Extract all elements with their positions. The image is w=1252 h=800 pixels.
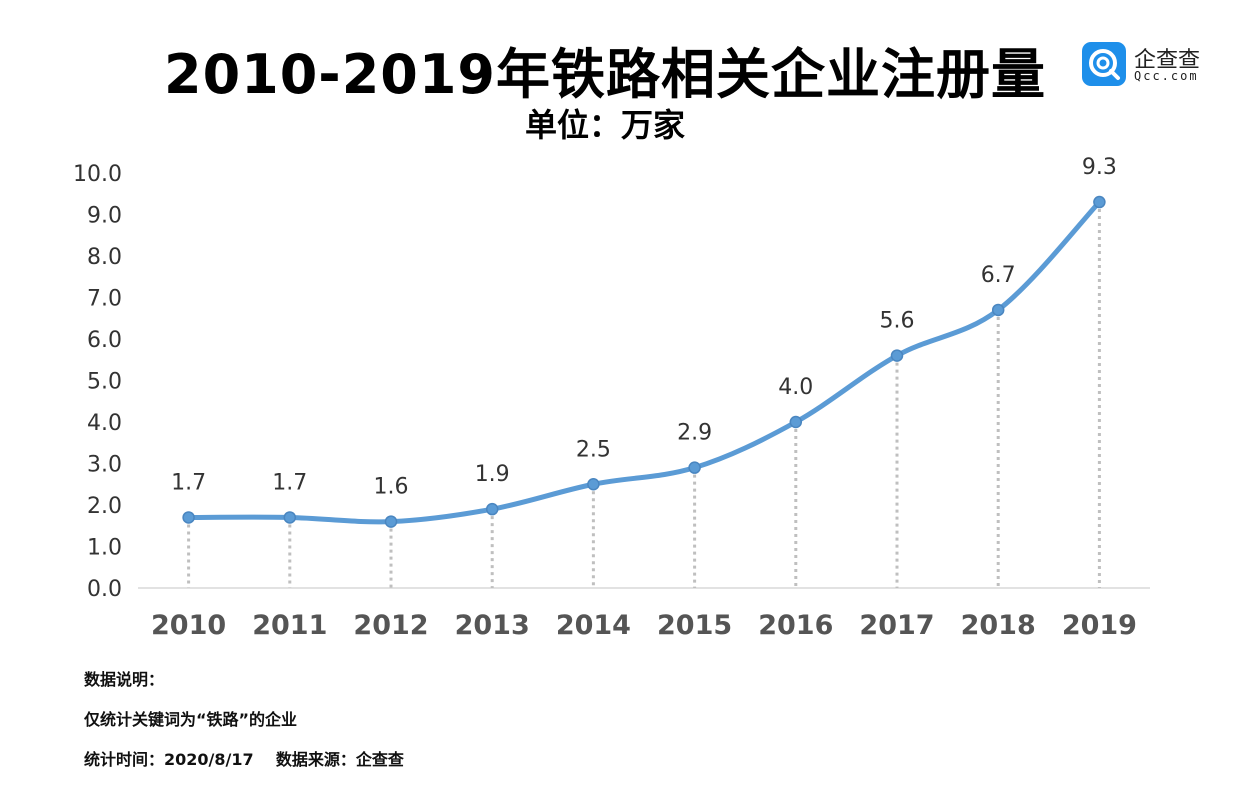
- notes-scope: 仅统计关键词为“铁路”的企业: [84, 710, 298, 729]
- data-point: [283, 511, 297, 524]
- y-tick-label: 9.0: [87, 204, 122, 229]
- data-label: 6.7: [981, 263, 1016, 288]
- x-tick-label: 2015: [657, 610, 732, 641]
- data-point: [587, 478, 600, 491]
- y-tick-label: 8.0: [87, 245, 122, 270]
- brand-logo: 企查查 Qcc.com: [1082, 42, 1222, 88]
- drop-lines: [187, 202, 1101, 588]
- chart-subtitle: 单位：万家: [524, 106, 685, 144]
- series-line-group: [186, 199, 1102, 525]
- data-label: 1.6: [374, 475, 409, 500]
- data-point: [485, 502, 499, 516]
- data-labels: 1.7 1.7 1.6 1.9 2.5 2.9 4.0 5.6 6.7 9.3: [171, 155, 1117, 500]
- x-axis: 2010 2011 2012 2013 2014 2015 2016 2017 2018 2019: [138, 587, 1150, 641]
- x-tick-label: 2014: [556, 610, 631, 641]
- data-point: [789, 415, 803, 429]
- data-label: 1.7: [171, 470, 206, 495]
- data-label: 4.0: [778, 375, 813, 400]
- x-tick-label: 2016: [758, 610, 833, 641]
- y-tick-label: 5.0: [87, 370, 122, 395]
- y-tick-label: 10.0: [73, 162, 122, 187]
- data-point: [1093, 195, 1106, 209]
- x-tick-label: 2010: [151, 610, 226, 641]
- data-point: [182, 511, 195, 524]
- data-notes: 数据说明： 仅统计关键词为“铁路”的企业 统计时间：2020/8/17 数据来源…: [84, 668, 404, 788]
- x-tick-label: 2013: [455, 610, 530, 641]
- data-point: [384, 515, 398, 528]
- data-label: 1.9: [475, 462, 510, 487]
- notes-footer: 统计时间：2020/8/17 数据来源：企查查: [84, 750, 404, 769]
- x-tick-label: 2018: [961, 610, 1036, 641]
- logo-name: 企查查: [1134, 48, 1201, 73]
- x-tick-label: 2012: [353, 610, 428, 641]
- data-point: [890, 349, 904, 362]
- chart-title: 2010-2019年铁路相关企业注册量: [164, 43, 1046, 106]
- qcc-logo-icon: [1082, 42, 1126, 86]
- data-label: 2.5: [576, 437, 611, 462]
- y-tick-label: 3.0: [87, 453, 122, 478]
- data-label: 5.6: [880, 309, 915, 334]
- data-point: [991, 303, 1005, 317]
- y-tick-label: 7.0: [87, 287, 122, 312]
- x-tick-label: 2017: [859, 610, 934, 641]
- data-point: [688, 461, 701, 474]
- data-label: 2.9: [677, 421, 712, 446]
- data-label: 9.3: [1082, 155, 1117, 180]
- logo-domain: Qcc.com: [1134, 69, 1199, 83]
- y-tick-label: 6.0: [87, 328, 122, 353]
- y-axis: 0.0 1.0 2.0 3.0 4.0 5.0 6.0 7.0 8.0 9.0 10.0: [73, 162, 122, 602]
- y-tick-label: 0.0: [87, 577, 122, 602]
- y-tick-label: 1.0: [87, 536, 122, 561]
- series-line: [186, 199, 1102, 525]
- notes-heading: 数据说明：: [84, 670, 165, 689]
- data-label: 1.7: [272, 470, 307, 495]
- y-tick-label: 4.0: [87, 411, 122, 436]
- y-tick-label: 2.0: [87, 494, 122, 519]
- data-markers: [182, 195, 1106, 528]
- x-tick-label: 2011: [252, 610, 327, 641]
- x-tick-label: 2019: [1062, 610, 1137, 641]
